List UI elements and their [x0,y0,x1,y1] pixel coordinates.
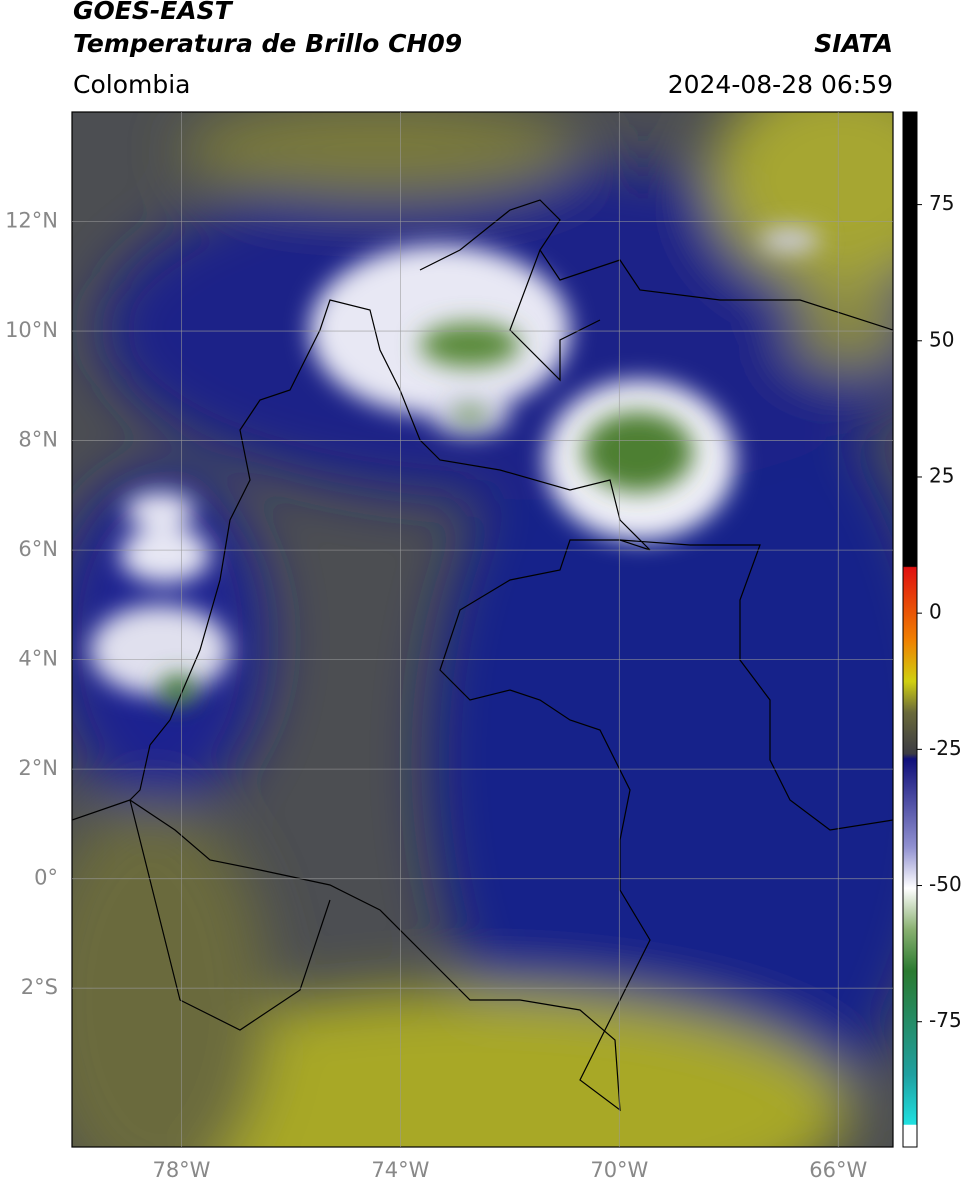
lon-tick-label: 78°W [152,1158,210,1182]
lon-tick-label: 74°W [371,1158,429,1182]
country-border [509,249,601,382]
colorbar-tick-label: 25 [929,463,954,487]
subtitle: Temperatura de Brillo CH09 [73,29,462,58]
lat-tick-label: 6°N [18,537,58,561]
lon-tick-label: 70°W [590,1158,648,1182]
region: Colombia [73,70,190,99]
lat-tick-label: 10°N [5,318,58,342]
lat-tick-label: 4°N [18,647,58,671]
colorbar-tick-label: 50 [929,327,954,351]
colorbar-tick-label: -75 [929,1008,962,1032]
colorbar-tick-label: -25 [929,736,962,760]
satellite-image [72,112,893,1147]
country-border [129,299,651,1112]
coastline [419,199,893,331]
lat-tick-label: 8°N [18,428,58,452]
source: SIATA [814,29,893,58]
colorbar-tick-label: 75 [929,191,954,215]
colorbar [902,111,918,1148]
country-border [129,799,331,1031]
lat-tick-label: 12°N [5,209,58,233]
colorbar-tick-label: 0 [929,600,942,624]
lat-tick-label: 0° [34,866,58,890]
timestamp: 2024-08-28 06:59 [668,70,893,99]
lat-tick-label: 2°N [18,756,58,780]
country-border [72,799,131,821]
map-frame [71,111,894,1148]
country-border [619,539,893,831]
title: GOES-EAST [73,0,234,25]
lon-tick-label: 66°W [809,1158,867,1182]
colorbar-tick-label: -50 [929,872,962,896]
lat-tick-label: 2°S [21,975,58,999]
